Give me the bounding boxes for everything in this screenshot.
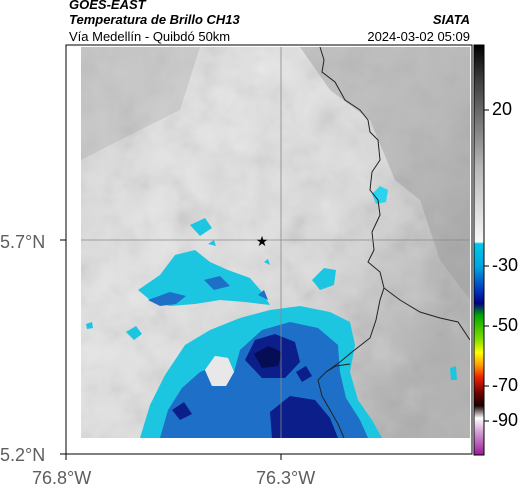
colorbar bbox=[473, 44, 485, 456]
lat-tick-label: 5.7°N bbox=[0, 232, 46, 252]
colorbar-label: -50 bbox=[492, 315, 519, 335]
colorbar-label: -90 bbox=[492, 410, 519, 430]
border-lines bbox=[317, 47, 470, 438]
colorbar-ticks bbox=[484, 109, 489, 422]
lon-tick-label: 76.8°W bbox=[32, 468, 92, 488]
star-icon: ★ bbox=[256, 234, 269, 250]
colorbar-label: 20 bbox=[492, 99, 513, 119]
lat-tick-label: 5.2°N bbox=[0, 445, 46, 465]
satellite-source-label: GOES-EAST bbox=[69, 0, 146, 12]
satellite-image bbox=[81, 47, 470, 438]
lon-tick-label: 76.3°W bbox=[256, 468, 316, 488]
timestamp-label: 2024-03-02 05:09 bbox=[367, 29, 470, 44]
product-title: Temperatura de Brillo CH13 bbox=[69, 12, 240, 27]
colorbar-label: -70 bbox=[492, 375, 519, 395]
organization-label: SIATA bbox=[432, 12, 470, 27]
colorbar-label: -30 bbox=[492, 255, 519, 275]
location-label: Vía Medellín - Quibdó 50km bbox=[69, 29, 231, 44]
axis-ticks bbox=[60, 239, 282, 460]
cloud-cluster bbox=[86, 186, 457, 438]
